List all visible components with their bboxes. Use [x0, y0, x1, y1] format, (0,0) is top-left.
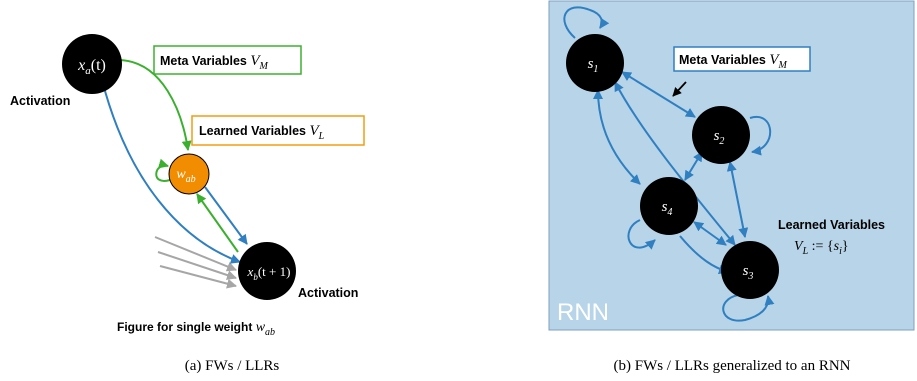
node-xa: [62, 34, 122, 94]
w-self-loop: [155, 158, 171, 182]
node-s2-label: s2: [714, 128, 725, 147]
node-xb-label: xb(t + 1): [247, 264, 291, 282]
activation-label-bottom: Activation: [298, 286, 358, 300]
rnn-meta-variables-label: Meta Variables VM: [679, 52, 788, 71]
meta-pointer-arrow: [672, 81, 687, 97]
activation-label-top: Activation: [10, 94, 70, 108]
caption-a: (a) FWs / LLRs: [185, 358, 280, 374]
edge-xa-to-xb: [101, 79, 241, 264]
panel-b: Meta Variables VM s1 s2 s4 s3 Learned Va…: [548, 0, 915, 374]
edge-xb-to-w: [196, 193, 239, 253]
figure-note: Figure for single weight wab: [117, 320, 275, 338]
node-xb: [238, 242, 296, 300]
meta-variables-label: Meta Variables VM: [160, 53, 269, 72]
node-weight-label: wab: [176, 167, 195, 185]
edge-s4-s3: [693, 221, 727, 246]
node-weight: [168, 153, 210, 195]
node-s4: [640, 177, 698, 235]
node-s1-label: s1: [588, 56, 599, 75]
incoming-edge-1: [154, 236, 237, 272]
rnn-label: RNN: [557, 299, 609, 326]
rnn-learned-formula: VL := {si}: [794, 239, 849, 257]
caption-b: (b) FWs / LLRs generalized to an RNN: [613, 358, 850, 374]
incoming-edge-3: [159, 265, 237, 289]
edge-s2-s3: [726, 161, 749, 238]
self-loop-s2: [749, 115, 772, 156]
node-xa-label: xa(t): [77, 57, 106, 77]
rnn-meta-variables-box: [673, 46, 811, 72]
self-loop-s3: [722, 294, 775, 322]
learned-variables-label: Learned Variables VL: [199, 123, 325, 142]
incoming-edge-2: [157, 251, 237, 280]
panel-a: xa(t) Activation Meta Variables VM Learn…: [10, 34, 365, 374]
node-s3: [721, 241, 779, 299]
edge-w-to-xb: [204, 186, 248, 245]
meta-variables-box: [153, 45, 302, 75]
node-s4-label: s4: [662, 199, 673, 218]
rnn-learned-title: Learned Variables: [778, 218, 885, 232]
edge-xa-to-w: [119, 59, 192, 151]
self-loop-s1: [563, 6, 610, 39]
node-s1: [566, 34, 624, 92]
edge-s2-s4: [684, 151, 703, 181]
node-s3-label: s3: [743, 263, 754, 282]
node-s2: [692, 106, 750, 164]
learned-variables-box: [191, 115, 365, 146]
